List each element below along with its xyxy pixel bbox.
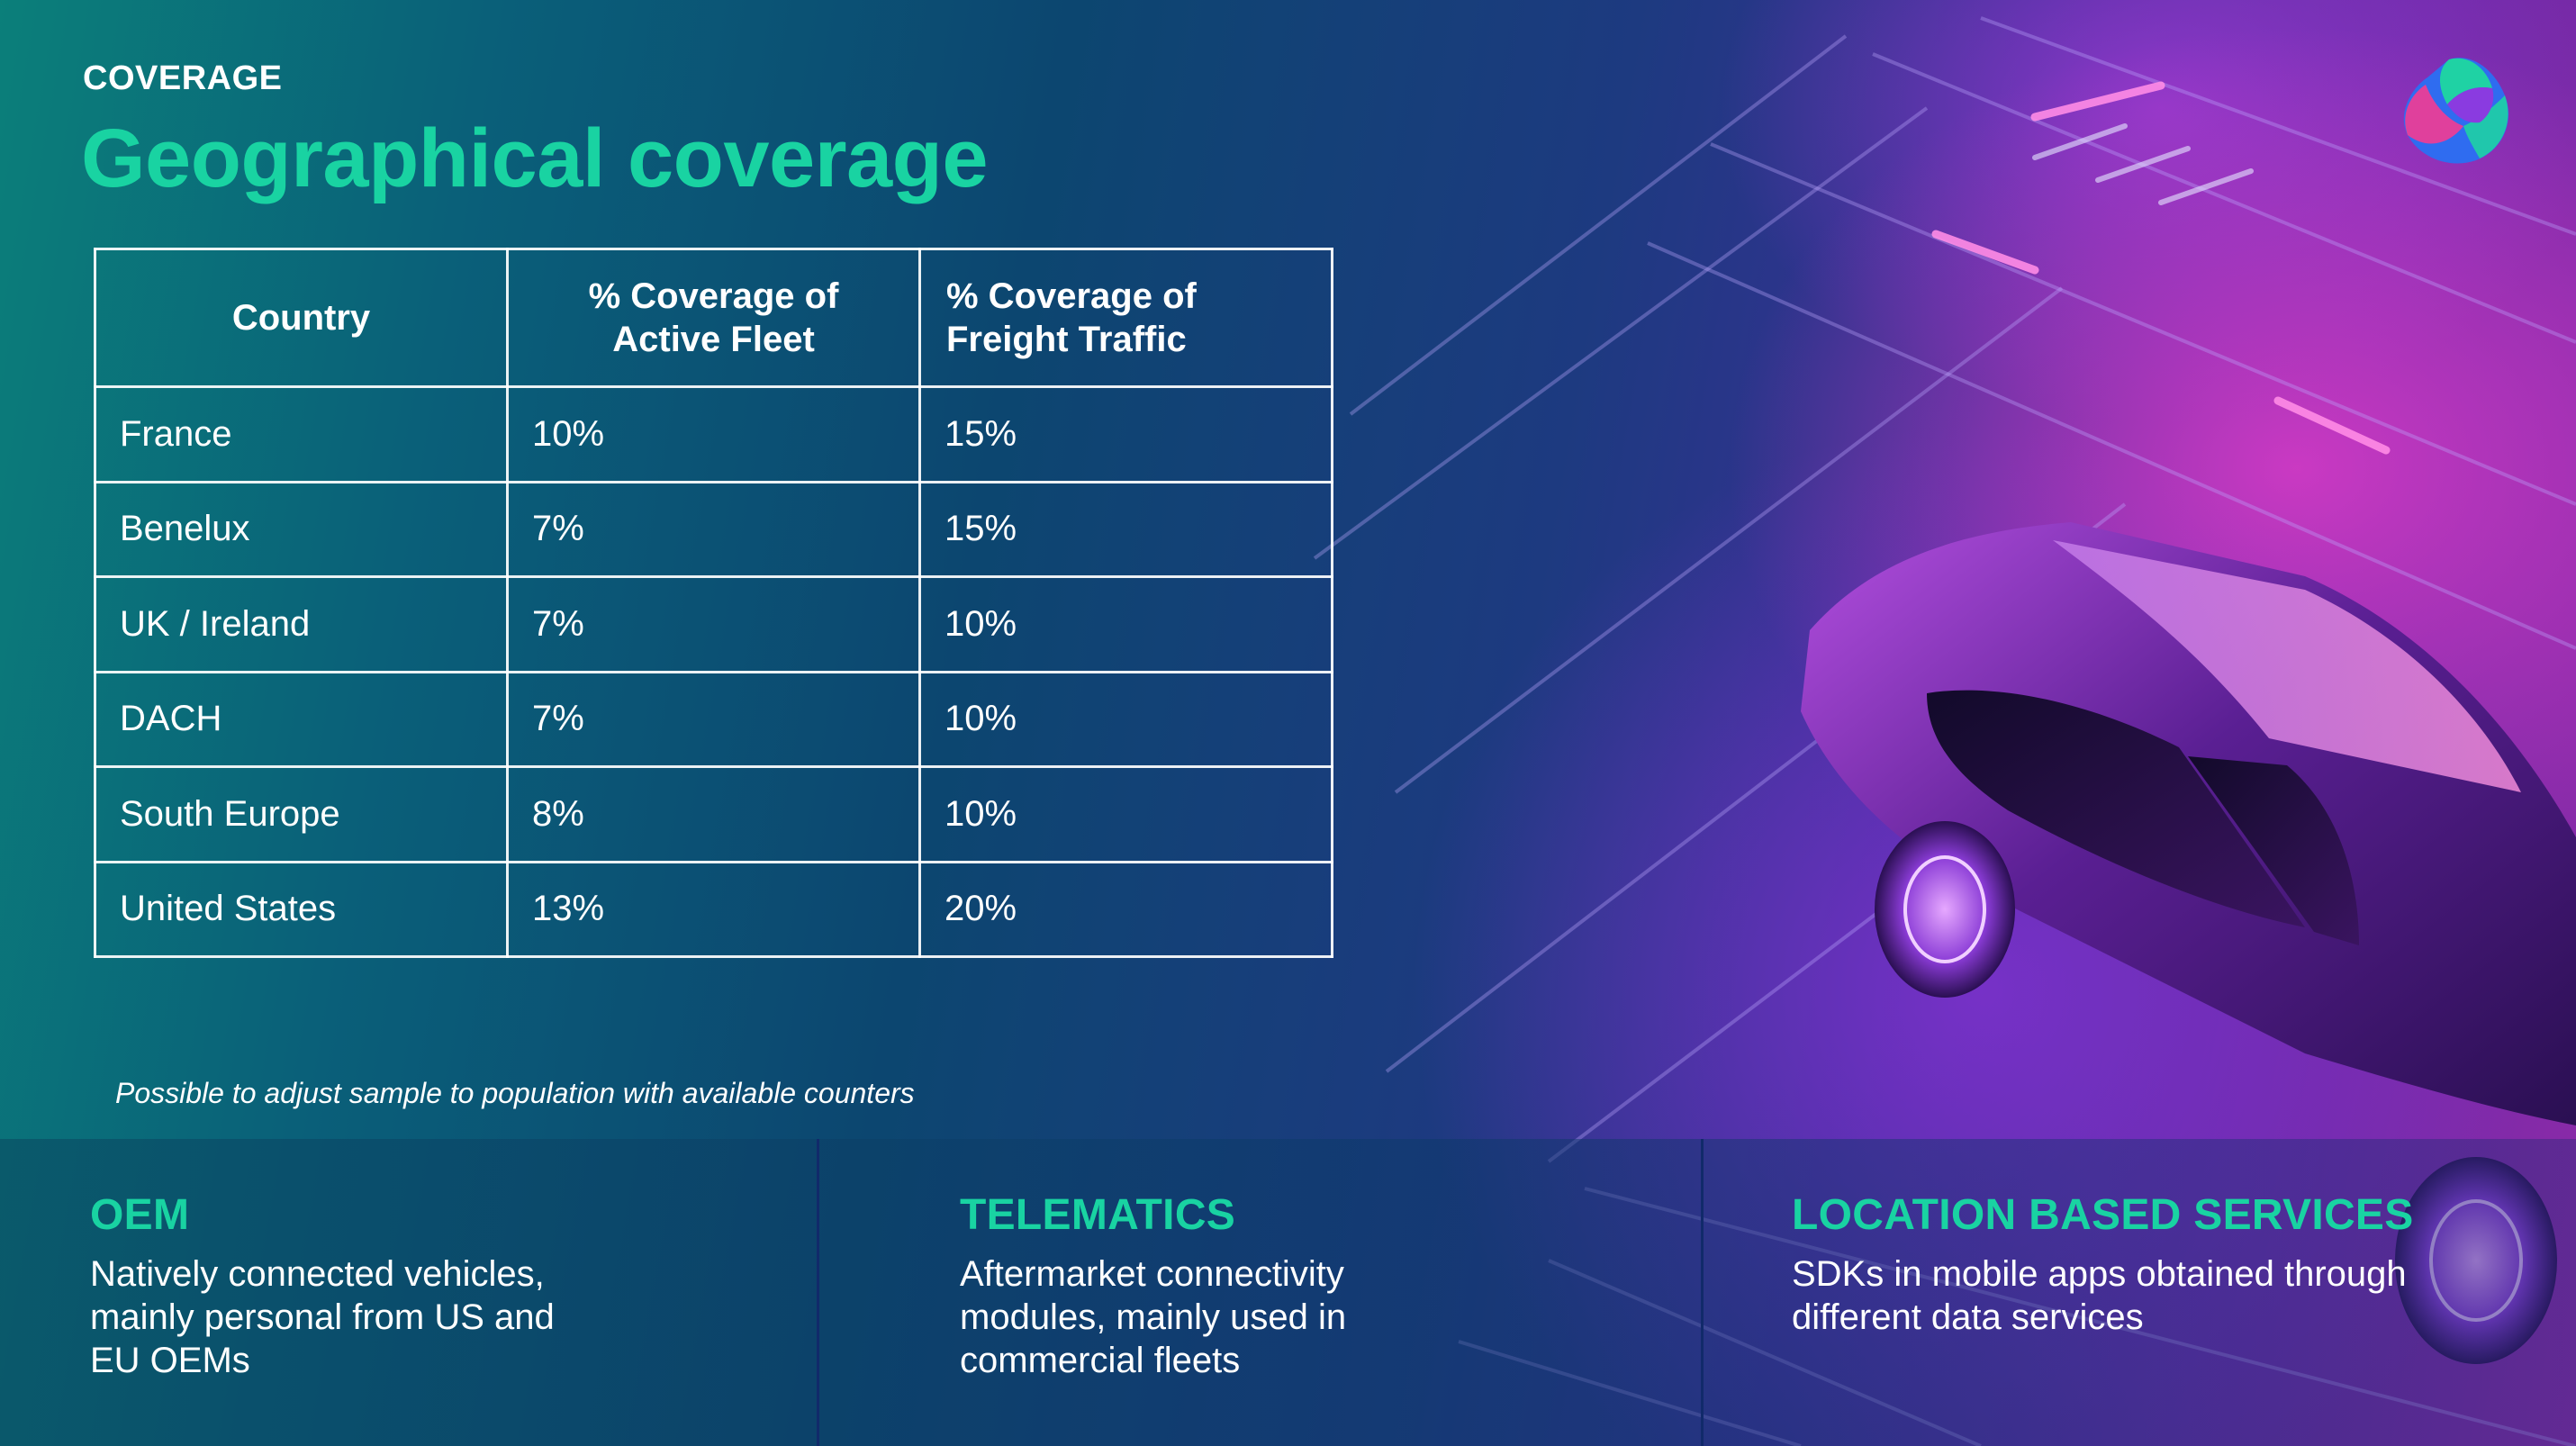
header-line: Active Fleet	[612, 320, 815, 359]
description-line: commercial fleets	[960, 1341, 1241, 1380]
column-header-freight-traffic: % Coverage of Freight Traffic	[918, 248, 1333, 388]
description-line: EU OEMs	[90, 1341, 250, 1380]
table-row: France 10% 15%	[94, 385, 1333, 484]
section-eyebrow: COVERAGE	[83, 59, 283, 97]
page-title: Geographical coverage	[81, 113, 989, 204]
active-fleet-cell: 7%	[506, 480, 921, 578]
active-fleet-cell: 8%	[506, 765, 921, 863]
table-row: UK / Ireland 7% 10%	[94, 575, 1333, 673]
source-column-oem: OEM Natively connected vehicles, mainly …	[90, 1190, 555, 1382]
data-sources-band	[0, 1139, 2576, 1446]
active-fleet-cell: 10%	[506, 385, 921, 484]
table-row: United States 13% 20%	[94, 860, 1333, 958]
source-heading: TELEMATICS	[960, 1191, 1236, 1239]
freight-traffic-cell: 10%	[918, 765, 1333, 863]
coverage-table: Country % Coverage of Active Fleet % Cov…	[94, 248, 1333, 958]
header-line: Country	[231, 298, 371, 338]
footnote: Possible to adjust sample to population …	[115, 1077, 915, 1109]
column-divider	[1701, 1139, 1704, 1446]
country-cell: United States	[94, 860, 509, 958]
column-header-country: Country	[94, 248, 509, 388]
freight-traffic-cell: 10%	[918, 670, 1333, 768]
table-row: South Europe 8% 10%	[94, 765, 1333, 863]
source-column-location-based-services: LOCATION BASED SERVICES SDKs in mobile a…	[1792, 1190, 2414, 1339]
description-line: SDKs in mobile apps obtained through	[1792, 1254, 2407, 1294]
freight-traffic-cell: 15%	[918, 385, 1333, 484]
active-fleet-cell: 7%	[506, 670, 921, 768]
freight-traffic-cell: 15%	[918, 480, 1333, 578]
column-divider	[817, 1139, 819, 1446]
country-cell: France	[94, 385, 509, 484]
description-line: Natively connected vehicles,	[90, 1254, 545, 1294]
source-heading: LOCATION BASED SERVICES	[1792, 1191, 2414, 1239]
country-cell: DACH	[94, 670, 509, 768]
source-description: Natively connected vehicles, mainly pers…	[90, 1252, 555, 1382]
active-fleet-cell: 7%	[506, 575, 921, 673]
freight-traffic-cell: 10%	[918, 575, 1333, 673]
table-row: DACH 7% 10%	[94, 670, 1333, 768]
country-cell: Benelux	[94, 480, 509, 578]
source-description: Aftermarket connectivity modules, mainly…	[960, 1252, 1346, 1382]
header-line: % Coverage of	[588, 276, 839, 316]
table-header-row: Country % Coverage of Active Fleet % Cov…	[94, 248, 1333, 388]
source-heading: OEM	[90, 1191, 190, 1239]
source-description: SDKs in mobile apps obtained through dif…	[1792, 1252, 2414, 1339]
country-cell: South Europe	[94, 765, 509, 863]
column-header-active-fleet: % Coverage of Active Fleet	[506, 248, 921, 388]
header-line: % Coverage of	[946, 276, 1197, 316]
header-line: Freight Traffic	[946, 320, 1187, 359]
active-fleet-cell: 13%	[506, 860, 921, 958]
source-column-telematics: TELEMATICS Aftermarket connectivity modu…	[960, 1190, 1346, 1382]
description-line: modules, mainly used in	[960, 1297, 1347, 1337]
country-cell: UK / Ireland	[94, 575, 509, 673]
table-row: Benelux 7% 15%	[94, 480, 1333, 578]
freight-traffic-cell: 20%	[918, 860, 1333, 958]
description-line: different data services	[1792, 1297, 2144, 1337]
brand-logo-icon	[2403, 58, 2509, 164]
description-line: mainly personal from US and	[90, 1297, 555, 1337]
description-line: Aftermarket connectivity	[960, 1254, 1344, 1294]
